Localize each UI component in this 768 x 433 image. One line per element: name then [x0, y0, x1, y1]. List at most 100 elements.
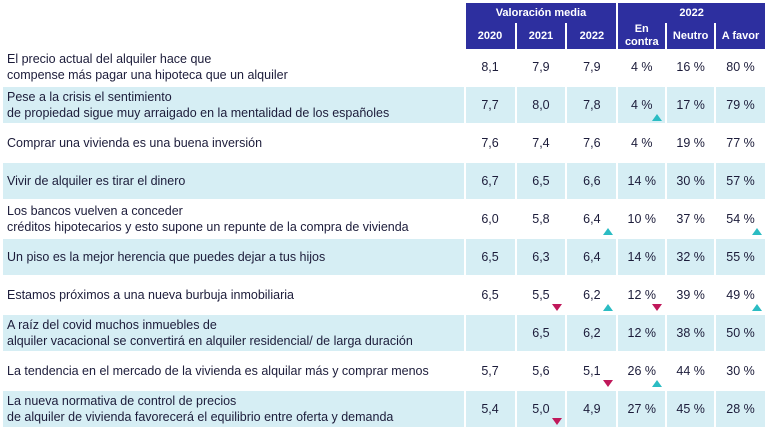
table-row: Comprar una vivienda es una buena invers… — [3, 125, 765, 161]
cell-contra: 4 % — [618, 125, 665, 161]
col-header-2020: 2020 — [465, 23, 515, 49]
statement-cell: Un piso es la mejor herencia que puedes … — [3, 239, 464, 275]
cell-v2022: 7,9 — [567, 49, 616, 85]
trend-up-icon — [652, 380, 663, 387]
value-v2021: 7,4 — [532, 136, 550, 150]
value-v2021: 6,5 — [532, 326, 550, 340]
statement-line-2: de alquiler de vivienda favorecerá el eq… — [7, 410, 394, 424]
statement-line-2: alquiler vacacional se convertirá en alq… — [7, 334, 413, 348]
value-neutro: 32 % — [676, 250, 705, 264]
cell-favor: 55 % — [716, 239, 765, 275]
statement-cell: Pese a la crisis el sentimiento de propie… — [3, 87, 464, 123]
statement-line-1: Vivir de alquiler es tirar el dinero — [7, 174, 186, 188]
cell-favor: 28 % — [716, 391, 765, 427]
cell-neutro: 16 % — [667, 49, 714, 85]
cell-neutro: 30 % — [667, 163, 715, 199]
value-v2021: 7,9 — [532, 60, 550, 74]
cell-v2022: 7,8 — [567, 87, 617, 123]
statement-cell: La nueva normativa de control de precios… — [3, 391, 464, 427]
value-neutro: 37 % — [676, 212, 705, 226]
statement-cell: Comprar una vivienda es una buena invers… — [3, 125, 464, 161]
value-contra: 12 % — [627, 326, 657, 340]
cell-v2021: 5,5 — [517, 277, 566, 313]
statement-cell: Los bancos vuelven a conceder créditos hi… — [3, 201, 464, 237]
statement-cell: La tendencia en el mercado de la viviend… — [3, 353, 464, 389]
col-header-neutro: Neutro — [667, 23, 715, 49]
value-contra: 27 % — [627, 402, 657, 416]
table-body: El precio actual del alquiler hace que co… — [3, 49, 765, 427]
value-neutro: 38 % — [676, 326, 705, 340]
cell-v2022: 6,4 — [567, 201, 616, 237]
cell-v2020: 6,0 — [466, 201, 515, 237]
col-header-2022: 2022 — [567, 23, 617, 49]
cell-v2021: 5,6 — [517, 353, 566, 389]
cell-favor: 80 % — [716, 49, 765, 85]
table-row: Los bancos vuelven a conceder créditos hi… — [3, 201, 765, 237]
value-v2022: 6,6 — [583, 174, 601, 188]
value-favor: 80 % — [726, 60, 755, 74]
statement-cell: El precio actual del alquiler hace que co… — [3, 49, 464, 85]
cell-neutro: 19 % — [667, 125, 714, 161]
statement-line-1: Comprar una vivienda es una buena invers… — [7, 136, 263, 150]
cell-v2022: 6,6 — [567, 163, 617, 199]
cell-v2020: 5,7 — [466, 353, 515, 389]
statement-line-1: Un piso es la mejor herencia que puedes … — [7, 250, 326, 264]
cell-v2020: 5,4 — [465, 391, 515, 427]
cell-contra: 14 % — [618, 163, 666, 199]
cell-v2022: 5,1 — [567, 353, 616, 389]
value-favor: 50 % — [726, 326, 755, 340]
statement-cell: Vivir de alquiler es tirar el dinero — [3, 163, 464, 199]
value-contra: 4 % — [630, 98, 653, 112]
cell-contra: 14 % — [618, 239, 666, 275]
statement-cell: A raíz del covid muchos inmuebles de alqu… — [3, 315, 464, 351]
cell-favor: 30 % — [716, 353, 765, 389]
cell-neutro: 39 % — [667, 277, 714, 313]
cell-v2021: 6,5 — [516, 315, 566, 351]
cell-favor: 57 % — [716, 163, 765, 199]
cell-neutro: 44 % — [667, 353, 714, 389]
cell-v2022: 7,6 — [567, 125, 616, 161]
value-v2021: 6,3 — [532, 250, 550, 264]
value-v2022: 6,2 — [583, 288, 601, 302]
trend-up-icon — [752, 228, 762, 235]
value-v2020: 6,5 — [481, 250, 499, 264]
cell-v2021: 8,0 — [516, 87, 566, 123]
cell-v2021: 7,4 — [517, 125, 566, 161]
table-row: La tendencia en el mercado de la viviend… — [3, 353, 765, 389]
col-header-a-favor: A favor — [716, 23, 765, 49]
cell-neutro: 38 % — [667, 315, 715, 351]
value-v2021: 6,5 — [532, 174, 550, 188]
value-v2021: 5,0 — [532, 402, 550, 416]
cell-v2020: 6,5 — [465, 239, 515, 275]
value-v2021: 5,6 — [532, 364, 550, 378]
trend-up-icon — [752, 304, 762, 311]
value-contra: 14 % — [627, 250, 657, 264]
group-header-valoracion: Valoración media — [465, 3, 617, 23]
value-neutro: 19 % — [676, 136, 705, 150]
value-contra: 4 % — [630, 60, 653, 74]
value-v2021: 5,8 — [532, 212, 550, 226]
cell-neutro: 17 % — [667, 87, 715, 123]
survey-table: Valoración media 2022 2020 2021 2022 En … — [1, 3, 767, 427]
value-neutro: 17 % — [676, 98, 705, 112]
cell-contra: 4 % — [618, 49, 665, 85]
value-v2020: 5,4 — [481, 402, 499, 416]
cell-v2021: 6,3 — [516, 239, 566, 275]
statement-line-1: La tendencia en el mercado de la viviend… — [7, 364, 429, 378]
trend-up-icon — [603, 228, 614, 235]
value-neutro: 44 % — [676, 364, 705, 378]
cell-v2021: 5,8 — [517, 201, 566, 237]
value-v2022: 7,8 — [583, 98, 601, 112]
statement-line-1: Los bancos vuelven a conceder — [7, 204, 183, 218]
value-v2020: 6,0 — [481, 212, 499, 226]
table-row: La nueva normativa de control de precios… — [3, 391, 765, 427]
trend-down-icon — [552, 304, 563, 311]
value-favor: 28 % — [726, 402, 755, 416]
header-spacer — [3, 23, 464, 49]
value-v2022: 7,6 — [583, 136, 601, 150]
statement-line-2: de propiedad sigue muy arraigado en la m… — [7, 106, 390, 120]
cell-favor: 77 % — [716, 125, 765, 161]
table-row: Vivir de alquiler es tirar el dinero 6,7 6… — [3, 163, 765, 199]
cell-contra: 10 % — [618, 201, 665, 237]
value-v2022: 6,4 — [583, 250, 601, 264]
